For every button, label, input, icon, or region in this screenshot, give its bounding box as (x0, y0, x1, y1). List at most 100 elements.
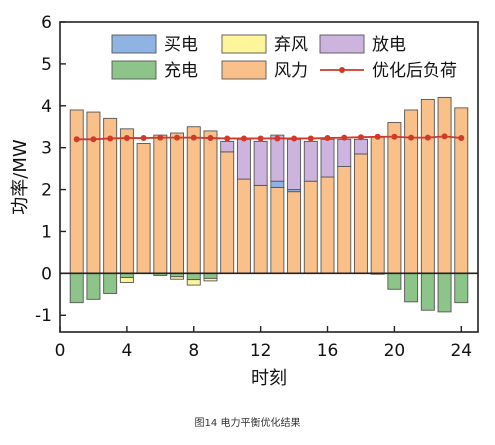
bar-charge-3 (103, 272, 118, 294)
bars-layer (69, 96, 469, 313)
optimized-load-point-2 (90, 136, 97, 143)
legend-swatch-curtail (221, 34, 267, 54)
x-tick-label-4: 4 (121, 341, 132, 361)
optimized-load-point-4 (123, 135, 130, 142)
bar-wind-10 (220, 151, 235, 274)
y-tick-label-3: 3 (41, 139, 52, 159)
bar-wind-22 (420, 99, 435, 274)
y-tick-label-4: 4 (41, 97, 52, 117)
bar-wind-11 (236, 178, 251, 274)
optimized-load-point-15 (307, 135, 314, 142)
bar-wind-19 (370, 136, 385, 274)
optimized-load-point-14 (291, 135, 298, 142)
bar-wind-9 (203, 130, 218, 274)
legend-label-wind: 风力 (274, 61, 308, 81)
x-tick-label-12: 12 (250, 341, 272, 361)
bar-wind-13 (270, 187, 285, 274)
bar-curtail-4 (119, 277, 134, 284)
optimized-load-point-22 (424, 134, 431, 141)
legend-item-discharge: 放电 (319, 34, 406, 55)
optimized-load-point-12 (257, 135, 264, 142)
optimized-load-line (76, 135, 462, 141)
optimized-load-point-3 (107, 135, 114, 142)
bar-wind-23 (437, 96, 452, 274)
load-line-layer (73, 133, 465, 143)
bar-charge-1 (69, 272, 84, 304)
optimized-load-point-10 (224, 135, 231, 142)
bar-charge-8 (186, 272, 201, 281)
y-tick-label-5: 5 (41, 55, 52, 75)
legend-swatch-wind (221, 60, 267, 80)
bar-wind-4 (119, 128, 134, 274)
bar-charge-24 (454, 272, 469, 304)
legend-item-charge: 充电 (111, 60, 198, 81)
bar-charge-21 (404, 272, 419, 303)
optimized-load-point-13 (274, 135, 281, 142)
bar-curtail-8 (186, 279, 201, 286)
optimized-load-point-24 (458, 135, 465, 142)
bar-wind-2 (86, 111, 101, 274)
optimized-load-point-19 (374, 133, 381, 140)
legend-label-charge: 充电 (164, 61, 198, 81)
optimized-load-point-16 (324, 135, 331, 142)
x-tick-label-16: 16 (317, 341, 339, 361)
bar-discharge-12 (253, 140, 268, 186)
bar-wind-24 (454, 107, 469, 274)
figure-caption: 图14 电力平衡优化结果 (194, 418, 301, 429)
bar-discharge-16 (320, 138, 335, 178)
bar-buy-13 (270, 180, 285, 188)
legend-label-curtail: 弃风 (274, 35, 308, 55)
bar-discharge-10 (220, 140, 235, 153)
optimized-load-point-11 (240, 135, 247, 142)
legend-item-line: 优化后负荷 (320, 61, 457, 81)
legend-label-discharge: 放电 (372, 35, 406, 55)
x-tick-label-8: 8 (188, 341, 199, 361)
bar-discharge-14 (287, 138, 302, 191)
x-tick-label-24: 24 (450, 341, 472, 361)
optimized-load-point-8 (190, 134, 197, 141)
bar-charge-22 (420, 272, 435, 311)
bar-charge-2 (86, 272, 101, 300)
optimized-load-point-7 (174, 134, 181, 141)
bar-discharge-13 (270, 134, 285, 182)
optimized-load-point-18 (357, 134, 364, 141)
bar-wind-12 (253, 184, 268, 274)
bar-wind-7 (170, 132, 185, 274)
legend-item-curtail: 弃风 (221, 34, 308, 55)
bar-wind-15 (303, 180, 318, 274)
bar-discharge-15 (303, 140, 318, 182)
plot-frame (59, 21, 479, 333)
optimized-load-point-5 (140, 135, 147, 142)
legend-swatch-charge (111, 60, 157, 80)
optimized-load-point-23 (441, 133, 448, 140)
bar-charge-23 (437, 272, 452, 313)
y-tick-label-6: 6 (41, 13, 52, 33)
bar-wind-6 (153, 134, 168, 274)
optimized-load-point-21 (408, 134, 415, 141)
optimized-load-point-17 (341, 134, 348, 141)
bar-charge-20 (387, 272, 402, 290)
bar-wind-20 (387, 122, 402, 274)
bar-wind-3 (103, 117, 118, 274)
bar-wind-8 (186, 126, 201, 274)
legend-item-wind: 风力 (221, 60, 308, 81)
y-tick-label-1: 1 (41, 222, 52, 242)
bar-wind-14 (287, 191, 302, 274)
optimized-load-point-20 (391, 133, 398, 140)
bar-discharge-11 (236, 138, 251, 180)
legend-swatch-buy (111, 34, 157, 54)
legend-item-buy: 买电 (111, 34, 198, 55)
bar-discharge-17 (337, 138, 352, 167)
bar-wind-21 (404, 109, 419, 274)
bar-curtail-7 (170, 276, 185, 280)
bar-curtail-9 (203, 277, 218, 282)
legend-swatch-marker (339, 67, 345, 73)
legend-label-line: 优化后负荷 (372, 61, 457, 81)
y-axis-title: 功率/MW (10, 139, 31, 215)
bar-wind-16 (320, 176, 335, 274)
x-tick-label-0: 0 (55, 341, 66, 361)
y-tick-label-2: 2 (41, 181, 52, 201)
